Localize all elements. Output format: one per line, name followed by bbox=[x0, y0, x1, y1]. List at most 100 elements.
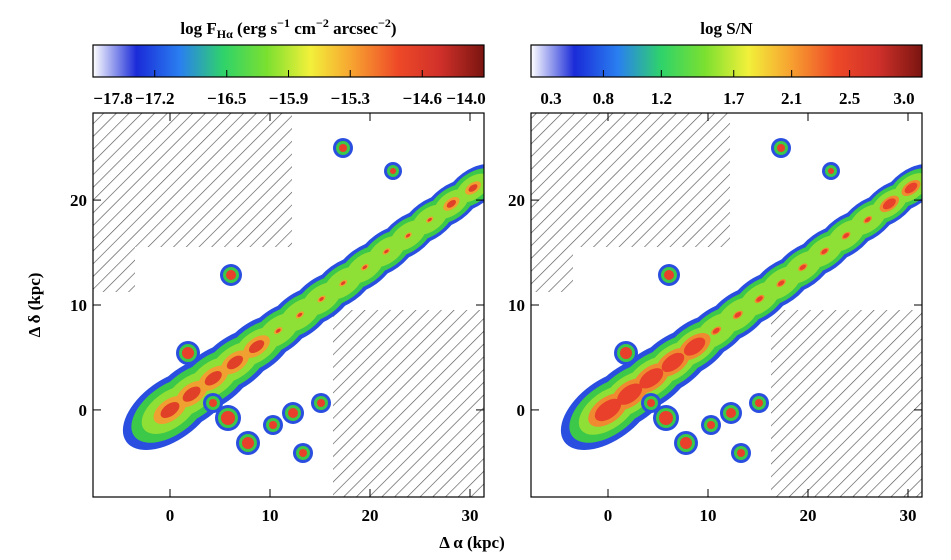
title-part: −2 bbox=[378, 16, 391, 30]
y-tick-label: 0 bbox=[79, 401, 88, 420]
colorbar-tick-label: 0.8 bbox=[593, 89, 614, 108]
emission bbox=[446, 199, 456, 208]
colorbar-tick-label: −14.0 bbox=[446, 89, 485, 108]
plot-area bbox=[93, 113, 484, 497]
title-part: (erg s bbox=[233, 19, 278, 38]
emission-clump bbox=[288, 408, 298, 418]
y-tick-label: 0 bbox=[517, 401, 526, 420]
emission bbox=[882, 198, 896, 210]
emission bbox=[821, 248, 828, 255]
emission bbox=[777, 280, 785, 286]
emission-clump bbox=[777, 144, 785, 152]
emission bbox=[319, 297, 324, 301]
emission-clump bbox=[828, 168, 834, 174]
emission bbox=[248, 340, 265, 354]
title-part: arcsec bbox=[329, 19, 379, 38]
emission bbox=[661, 352, 685, 373]
emission-clump bbox=[737, 449, 745, 457]
colorbar-tick-label: −16.5 bbox=[207, 89, 246, 108]
x-tick-label: 20 bbox=[800, 506, 817, 525]
colorbar-title: log FHα (erg s−1 cm−2 arcsec−2) bbox=[180, 16, 396, 41]
x-tick-label: 0 bbox=[166, 506, 175, 525]
emission bbox=[712, 327, 720, 334]
masked-region bbox=[531, 113, 730, 247]
colorbar-tick-label: 0.3 bbox=[540, 89, 561, 108]
y-axis-label: Δ δ (kpc) bbox=[25, 273, 44, 338]
y-tick-label: 10 bbox=[70, 296, 87, 315]
colorbar bbox=[530, 44, 923, 78]
colorbar-tick-label: 3.0 bbox=[893, 89, 914, 108]
x-tick-label: 10 bbox=[262, 506, 279, 525]
emission bbox=[182, 386, 201, 402]
masked-region bbox=[531, 247, 573, 292]
colorbar-tick-label: −17.2 bbox=[135, 89, 174, 108]
emission-clump bbox=[209, 399, 217, 407]
emission bbox=[843, 233, 850, 239]
emission-clump bbox=[620, 347, 632, 359]
emission-clump bbox=[726, 408, 736, 418]
emission bbox=[864, 217, 871, 223]
emission bbox=[594, 398, 622, 422]
x-tick-label: 20 bbox=[362, 506, 379, 525]
emission-clump bbox=[755, 399, 763, 407]
colorbar-tick-label: 1.2 bbox=[651, 89, 672, 108]
emission-clump bbox=[269, 421, 277, 429]
emission bbox=[275, 328, 281, 333]
emission-clump bbox=[664, 270, 674, 280]
x-axis-label: Δ α (kpc) bbox=[439, 533, 505, 552]
y-tick-label: 20 bbox=[508, 191, 525, 210]
emission bbox=[639, 368, 664, 389]
colorbar-tick-label: −17.8 bbox=[93, 89, 132, 108]
emission bbox=[160, 402, 180, 418]
emission-clump bbox=[390, 168, 396, 174]
title-part: Hα bbox=[217, 27, 233, 41]
masked-region bbox=[93, 247, 135, 292]
masked-region bbox=[333, 310, 484, 497]
y-tick-label: 10 bbox=[508, 296, 525, 315]
emission-clump bbox=[317, 399, 325, 407]
emission-clump bbox=[299, 449, 307, 457]
emission-clump bbox=[221, 411, 235, 425]
title-part: −2 bbox=[316, 16, 329, 30]
colorbar-tick-label: 2.1 bbox=[781, 89, 802, 108]
emission bbox=[617, 383, 643, 405]
masked-region bbox=[93, 113, 292, 247]
emission-clump bbox=[226, 270, 236, 280]
title-part: ) bbox=[391, 19, 397, 38]
emission bbox=[340, 281, 346, 286]
x-tick-label: 30 bbox=[462, 506, 479, 525]
emission bbox=[204, 371, 222, 386]
emission-clump bbox=[242, 437, 254, 449]
emission-clump bbox=[339, 144, 347, 152]
emission-clump bbox=[680, 437, 692, 449]
x-tick-label: 0 bbox=[604, 506, 613, 525]
masked-region bbox=[771, 310, 922, 497]
colorbar-tick-label: −14.6 bbox=[403, 89, 442, 108]
emission bbox=[904, 182, 918, 194]
title-part: −1 bbox=[277, 16, 290, 30]
emission-clump bbox=[659, 411, 673, 425]
title-part: log F bbox=[180, 19, 216, 38]
title-part: log S/N bbox=[700, 19, 753, 38]
x-tick-label: 30 bbox=[900, 506, 917, 525]
colorbar-tick-label: −15.3 bbox=[331, 89, 370, 108]
emission bbox=[405, 233, 411, 238]
emission-clump bbox=[182, 347, 194, 359]
emission bbox=[734, 312, 742, 318]
colorbar-title: log S/N bbox=[700, 19, 753, 38]
colorbar-tick-label: −15.9 bbox=[269, 89, 308, 108]
colorbar-tick-label: 2.5 bbox=[839, 89, 860, 108]
emission bbox=[799, 264, 806, 270]
emission bbox=[468, 184, 478, 192]
emission bbox=[226, 355, 244, 370]
x-tick-label: 10 bbox=[700, 506, 717, 525]
y-tick-label: 20 bbox=[70, 191, 87, 210]
emission-clump bbox=[707, 421, 715, 429]
colorbar-tick-label: 1.7 bbox=[723, 89, 745, 108]
plot-area bbox=[531, 113, 922, 497]
emission bbox=[362, 265, 367, 270]
emission bbox=[427, 217, 432, 222]
emission-clump bbox=[647, 399, 655, 407]
emission bbox=[297, 312, 303, 317]
